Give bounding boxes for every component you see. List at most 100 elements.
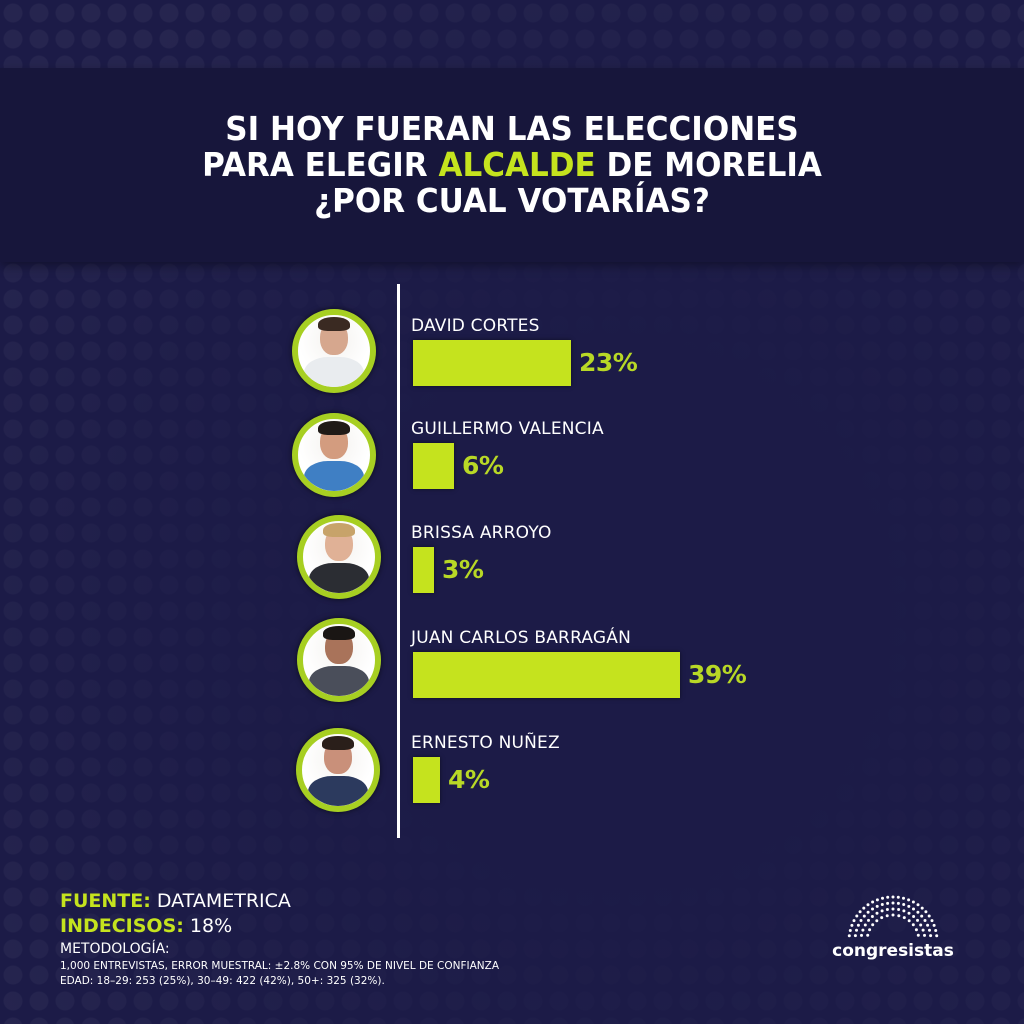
logo-dot xyxy=(850,923,854,927)
logo-dot xyxy=(916,933,920,937)
methodology-line-1: 1,000 ENTREVISTAS, ERROR MUESTRAL: ±2.8%… xyxy=(60,960,500,972)
title-line-2: PARA ELEGIR ALCALDE DE MORELIA xyxy=(31,147,994,183)
data-label: 23% xyxy=(579,348,638,377)
logo-dot xyxy=(891,895,895,899)
undecided-label: INDECISOS: xyxy=(60,915,184,937)
logo-dot xyxy=(914,928,918,932)
logo-dot xyxy=(862,906,866,910)
logo-dot xyxy=(862,914,866,918)
logo-dot xyxy=(880,903,884,906)
candidate-avatar xyxy=(297,618,381,702)
data-label: 6% xyxy=(462,451,504,480)
logo-dot xyxy=(902,903,906,906)
avatar-hair xyxy=(323,626,355,640)
logo-dot xyxy=(902,896,905,900)
logo-dot xyxy=(897,914,901,918)
logo-dot xyxy=(902,909,906,913)
logo-dot xyxy=(907,898,911,902)
logo-dot xyxy=(916,903,920,907)
logo-dot xyxy=(924,910,928,914)
logo-text: congresistas xyxy=(832,941,954,961)
bar xyxy=(413,547,434,593)
congresistas-logo: congresistas xyxy=(828,895,958,970)
title-line-2-post: DE MORELIA xyxy=(595,145,822,184)
logo-dot xyxy=(885,914,889,918)
logo-dot xyxy=(912,915,916,918)
candidate-name: DAVID CORTES xyxy=(411,316,540,336)
logo-dot xyxy=(891,907,895,911)
hemicycle-dots-icon xyxy=(847,895,939,938)
logo-dot xyxy=(921,928,925,932)
logo-dot xyxy=(881,896,884,900)
logo-dot xyxy=(886,895,890,899)
logo-dot xyxy=(868,928,872,932)
bar xyxy=(413,652,680,698)
logo-dot xyxy=(928,928,931,932)
logo-dot xyxy=(911,900,915,904)
logo-dot xyxy=(871,900,875,904)
logo-dot xyxy=(871,923,875,927)
logo-dot xyxy=(853,934,857,938)
logo-dot xyxy=(926,923,930,927)
logo-dot xyxy=(867,918,870,922)
logo-dot xyxy=(855,914,859,918)
logo-dot xyxy=(860,933,863,937)
logo-dot xyxy=(920,906,924,910)
logo-dot xyxy=(886,901,890,905)
data-label: 39% xyxy=(688,660,747,689)
logo-dot xyxy=(880,909,884,913)
logo-dot xyxy=(932,923,936,927)
candidate-name: GUILLERMO VALENCIA xyxy=(411,419,604,439)
undecided-line: INDECISOS: 18% xyxy=(60,915,232,937)
logo-dot xyxy=(935,934,939,938)
logo-dot xyxy=(885,908,889,911)
logo-dot xyxy=(866,903,870,907)
logo-dot xyxy=(861,928,865,932)
logo-dot xyxy=(916,910,920,914)
candidate-avatar xyxy=(292,309,376,393)
logo-dot xyxy=(858,910,862,914)
candidate-name: BRISSA ARROYO xyxy=(411,523,552,543)
avatar-hair xyxy=(323,523,355,537)
title-line-2-pre: PARA ELEGIR xyxy=(202,145,439,184)
logo-dot xyxy=(930,919,934,923)
logo-dot xyxy=(929,934,933,938)
data-label: 3% xyxy=(442,555,484,584)
bar xyxy=(413,443,454,489)
logo-dot xyxy=(897,908,901,911)
avatar-hair xyxy=(318,421,350,435)
avatar-body xyxy=(308,776,368,806)
logo-dot xyxy=(856,923,860,927)
source-label: FUENTE: xyxy=(60,890,151,912)
logo-dot xyxy=(847,934,851,938)
avatar-body xyxy=(309,666,369,696)
candidate-name: ERNESTO NUÑEZ xyxy=(411,733,560,753)
data-label: 4% xyxy=(448,765,490,794)
avatar-body xyxy=(304,461,364,491)
candidate-avatar xyxy=(297,515,381,599)
logo-dot xyxy=(934,929,938,932)
logo-dot xyxy=(871,907,874,911)
logo-dot xyxy=(880,916,884,920)
logo-dot xyxy=(859,919,863,922)
logo-dot xyxy=(907,919,911,923)
title-highlight: ALCALDE xyxy=(438,145,596,184)
methodology-title: METODOLOGÍA: xyxy=(60,941,170,957)
logo-dot xyxy=(907,911,911,915)
logo-dot xyxy=(875,898,879,902)
logo-dot xyxy=(875,904,879,908)
logo-dot xyxy=(911,923,915,927)
undecided-value: 18% xyxy=(183,915,233,937)
logo-dot xyxy=(848,929,852,932)
logo-dot xyxy=(912,907,915,911)
avatar-hair xyxy=(322,736,354,750)
logo-dot xyxy=(870,915,874,918)
bar xyxy=(413,340,571,386)
title-line-3: ¿POR CUAL VOTARÍAS? xyxy=(314,181,710,220)
avatar-body xyxy=(309,563,369,593)
logo-dot xyxy=(875,911,879,915)
logo-dot xyxy=(891,901,895,905)
bar xyxy=(413,757,440,803)
source-line: FUENTE: DATAMETRICA xyxy=(60,890,291,912)
avatar-body xyxy=(304,357,364,387)
